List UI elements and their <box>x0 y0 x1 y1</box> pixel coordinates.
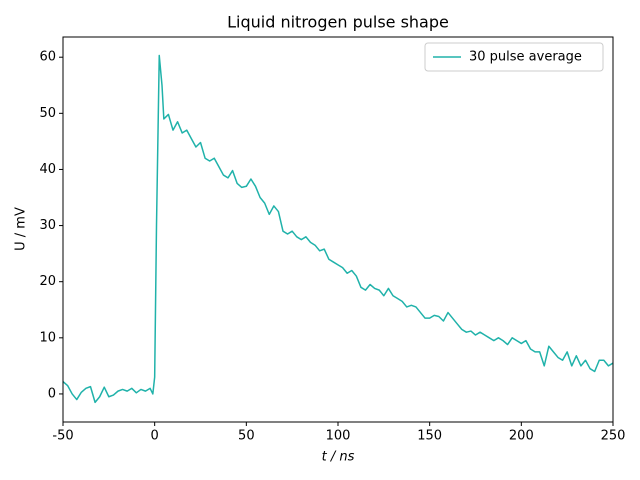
y-tick-label: 30 <box>39 218 56 233</box>
chart-title: Liquid nitrogen pulse shape <box>227 13 449 32</box>
x-tick-label: 100 <box>326 429 351 444</box>
x-tick-label: 200 <box>509 429 534 444</box>
y-tick-label: 60 <box>39 50 56 65</box>
y-tick-label: 50 <box>39 106 56 121</box>
data-line <box>63 54 613 404</box>
x-tick-label: 0 <box>151 429 159 444</box>
legend-label: 30 pulse average <box>469 50 582 65</box>
y-axis-label: U / mV <box>14 207 29 251</box>
x-tick-label: 150 <box>417 429 442 444</box>
y-tick-label: 10 <box>39 330 56 345</box>
y-tick-label: 40 <box>39 162 56 177</box>
plot-frame <box>62 36 614 423</box>
legend-box <box>424 42 604 72</box>
y-tick-label: 20 <box>39 274 56 289</box>
x-tick-label: -50 <box>52 429 73 444</box>
y-tick-label: 0 <box>48 386 56 401</box>
x-axis-label: t / ns <box>322 450 355 465</box>
x-tick-label: 50 <box>238 429 255 444</box>
x-tick-label: 250 <box>601 429 626 444</box>
